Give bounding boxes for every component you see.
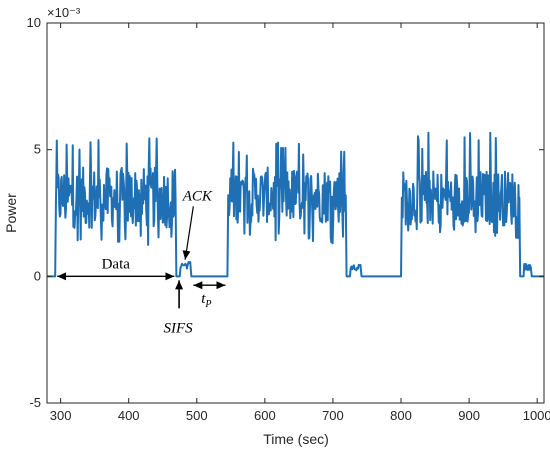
- y-exponent-label: ×10⁻³: [47, 5, 81, 20]
- series-layer: [47, 131, 544, 278]
- x-tick-label: 700: [322, 408, 344, 423]
- y-tick-label: 10: [27, 15, 41, 30]
- ack-annotation-label: ACK: [182, 188, 213, 204]
- annotation-layer: Data ACK SIFS tP: [57, 188, 226, 336]
- x-tick-label: 300: [50, 408, 72, 423]
- y-tick-label: 0: [34, 268, 41, 283]
- x-axis-label: Time (sec): [263, 431, 329, 447]
- axes-box: [46, 22, 545, 404]
- x-tick-label: 400: [118, 408, 140, 423]
- y-tick-label: 5: [34, 142, 41, 157]
- x-tick-label: 600: [254, 408, 276, 423]
- y-tick-label: -5: [29, 395, 41, 410]
- ack-annotation-arrow: [182, 206, 194, 260]
- power-series-line: [47, 131, 544, 278]
- y-axis-label: Power: [3, 193, 19, 233]
- data-annotation-label: Data: [102, 256, 131, 272]
- tp-annotation-label: tP: [201, 291, 211, 310]
- tp-annotation-subscript: P: [204, 299, 211, 310]
- sifs-annotation-label: SIFS: [163, 320, 193, 336]
- x-tick-label: 1000: [523, 408, 550, 423]
- x-tick-label: 800: [390, 408, 412, 423]
- y-tick-group: -5 0 5 10: [27, 15, 544, 410]
- x-tick-group: 300 400 500 600 700 800 900 1000: [50, 23, 550, 423]
- x-tick-label: 500: [186, 408, 208, 423]
- x-tick-label: 900: [458, 408, 480, 423]
